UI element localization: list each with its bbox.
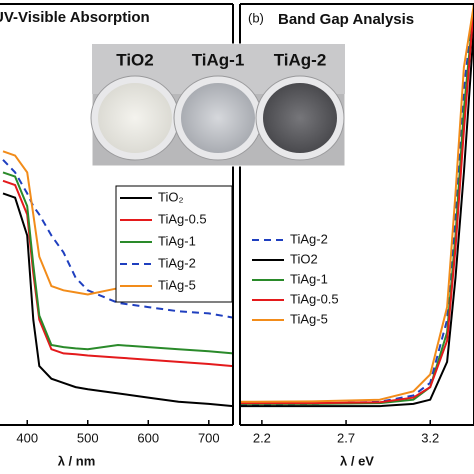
dish-sample: [263, 83, 337, 153]
legend-label: TiAg-0.5: [290, 291, 339, 306]
data-line: [2, 159, 233, 319]
dish-sample: [181, 83, 255, 153]
x-tick-label: 2.7: [337, 430, 355, 445]
chart-title: Band Gap Analysis: [278, 11, 414, 28]
x-tick-label: 600: [137, 430, 159, 445]
legend-label: TiO2: [290, 251, 318, 266]
x-axis-label: λ / eV: [340, 453, 374, 468]
photo-label: TiO2: [116, 50, 153, 69]
photo-label: TiAg-1: [192, 50, 245, 69]
panel-label: (b): [248, 10, 264, 25]
data-line: [240, 4, 474, 403]
x-tick-label: 700: [198, 430, 220, 445]
legend-label: TiAg-2: [290, 231, 328, 246]
legend-box: [115, 185, 233, 303]
legend-label: TiAg-0.5: [158, 211, 207, 226]
legend-label: TiO₂: [158, 189, 184, 204]
x-axis-label: λ / nm: [58, 453, 96, 468]
legend-label: TiAg-2: [158, 255, 196, 270]
x-tick-label: 2.2: [253, 430, 271, 445]
chart-title: UV-Visible Absorption: [0, 9, 150, 26]
legend-label: TiAg-1: [158, 233, 196, 248]
legend-label: TiAg-1: [290, 271, 328, 286]
data-line: [240, 4, 474, 406]
dish-sample: [98, 83, 172, 153]
data-line: [2, 171, 233, 355]
x-tick-label: 3.2: [421, 430, 439, 445]
data-line: [240, 4, 474, 405]
data-line: [240, 25, 474, 408]
x-tick-label: 400: [16, 430, 38, 445]
plot-area: [240, 4, 474, 408]
data-line: [2, 192, 233, 408]
legend-label: TiAg-5: [158, 277, 196, 292]
photo-label: TiAg-2: [274, 50, 327, 69]
legend-label: TiAg-5: [290, 311, 328, 326]
x-tick-label: 500: [77, 430, 99, 445]
